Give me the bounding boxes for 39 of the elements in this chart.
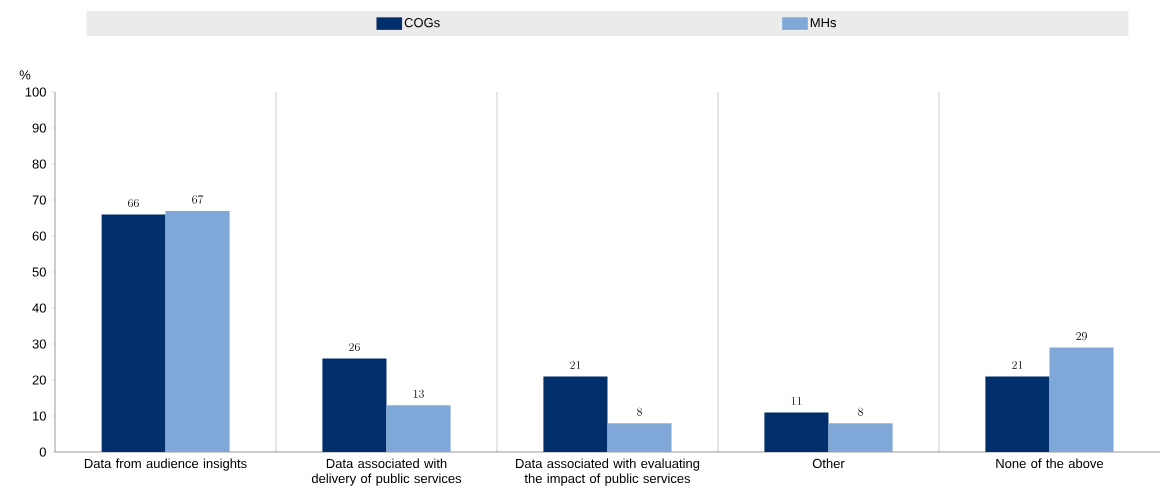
data-label: 29 (1076, 332, 1087, 341)
data-label: 21 (1012, 360, 1023, 369)
legend-label: COGs (404, 18, 440, 28)
y-axis-title: % (19, 70, 31, 80)
y-tick-label: 0 (39, 447, 46, 457)
x-tick-label: None of the above (996, 458, 1104, 469)
legend-label: MHs (810, 18, 837, 28)
y-tick-label: 40 (32, 303, 46, 313)
y-tick-label: 80 (32, 159, 46, 169)
data-label: 21 (570, 360, 581, 369)
data-label: 13 (413, 389, 424, 398)
data-label: 11 (791, 396, 802, 405)
bar (607, 423, 672, 452)
x-tick-label: Other (812, 458, 845, 469)
data-label: 67 (192, 195, 204, 204)
y-tick-label: 90 (32, 123, 46, 133)
data-label: 8 (637, 407, 642, 416)
bar (1049, 347, 1114, 452)
data-label: 66 (128, 198, 139, 208)
bar (764, 412, 829, 452)
bar (543, 376, 608, 452)
data-label: 26 (349, 342, 360, 352)
y-tick-label: 50 (32, 267, 46, 277)
x-tick-label: Data associated with delivery of public services (311, 458, 462, 486)
y-tick-label: 20 (32, 375, 46, 385)
y-tick-label: 10 (33, 411, 46, 421)
data-label: 8 (858, 407, 863, 416)
x-tick-label: Data associated with evaluating the impact of public services (516, 458, 700, 486)
x-tick-label: Data from audience insights (84, 458, 247, 471)
y-tick-label: 100 (25, 87, 46, 97)
y-tick-label: 60 (32, 231, 46, 241)
bar (101, 214, 166, 452)
bar (386, 405, 451, 452)
bar (828, 423, 893, 452)
bar (322, 358, 387, 452)
bar (985, 376, 1050, 452)
y-tick-label: 30 (32, 339, 46, 349)
y-tick-label: 70 (32, 195, 46, 205)
bar (165, 210, 230, 452)
